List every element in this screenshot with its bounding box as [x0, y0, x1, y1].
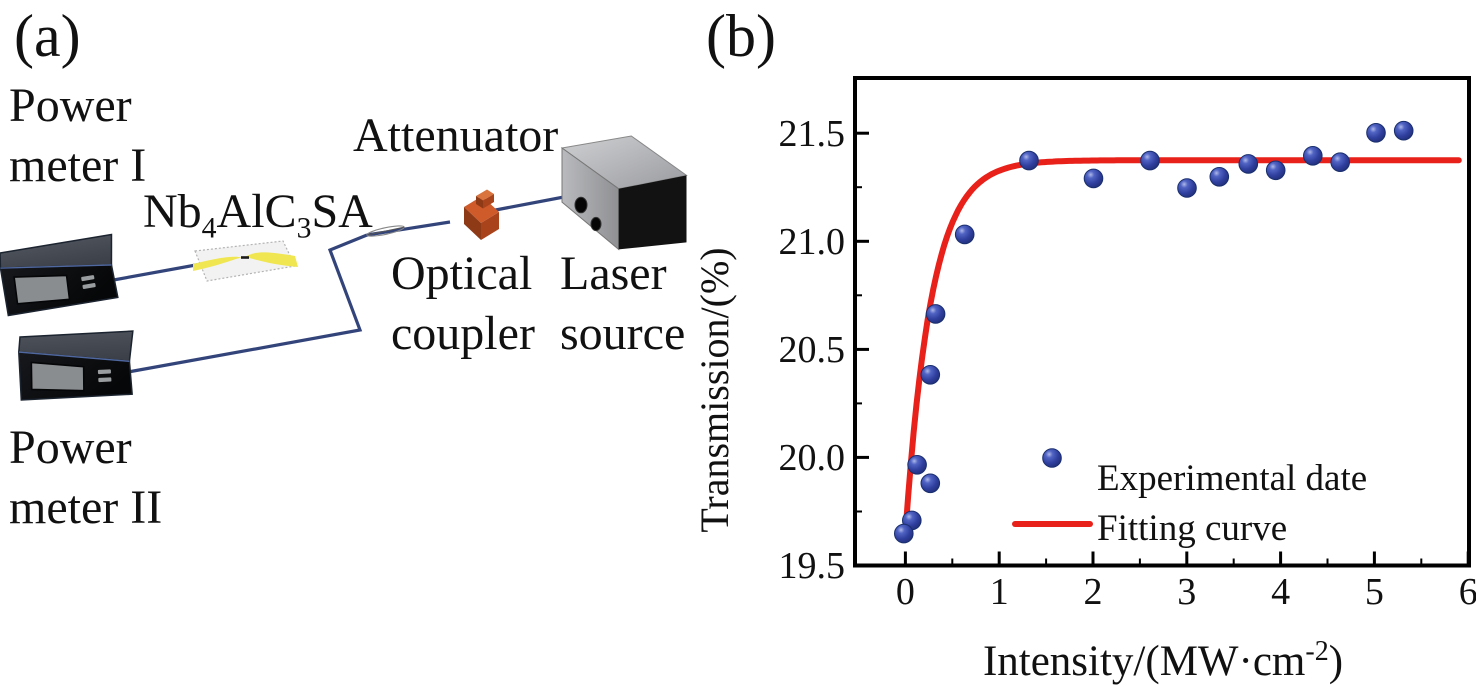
svg-text:3: 3 [1177, 571, 1196, 613]
svg-text:Fitting curve: Fitting curve [1097, 508, 1287, 549]
svg-text:4: 4 [1271, 571, 1290, 613]
svg-text:21.0: 21.0 [779, 221, 846, 263]
svg-text:20.5: 20.5 [779, 329, 846, 371]
svg-text:2: 2 [1084, 571, 1103, 613]
svg-text:6: 6 [1459, 571, 1476, 613]
svg-text:Experimental date: Experimental date [1097, 458, 1367, 499]
svg-text:0: 0 [896, 571, 915, 613]
svg-text:Transmission/(%): Transmission/(%) [692, 247, 737, 532]
svg-text:19.5: 19.5 [779, 545, 846, 587]
svg-text:Intensity/(MW·cm-2): Intensity/(MW·cm-2) [983, 636, 1343, 686]
svg-text:20.0: 20.0 [779, 437, 846, 479]
svg-text:1: 1 [990, 571, 1009, 613]
svg-text:5: 5 [1365, 571, 1384, 613]
svg-text:21.5: 21.5 [779, 113, 846, 155]
